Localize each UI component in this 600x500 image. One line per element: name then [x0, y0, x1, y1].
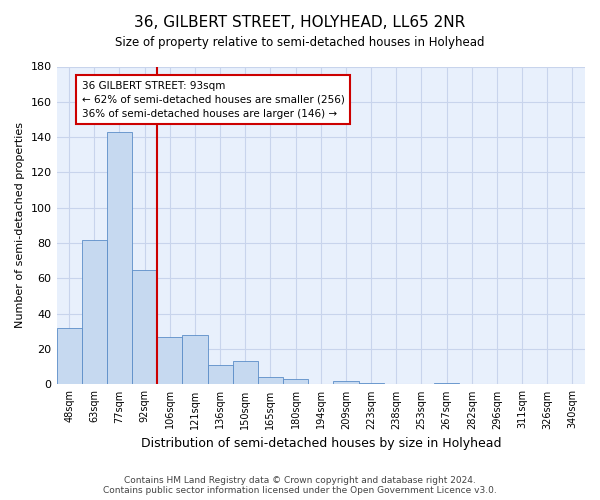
Bar — [132, 270, 157, 384]
Bar — [359, 382, 383, 384]
Bar — [107, 132, 132, 384]
Bar — [283, 379, 308, 384]
Bar — [208, 365, 233, 384]
Text: Contains HM Land Registry data © Crown copyright and database right 2024.
Contai: Contains HM Land Registry data © Crown c… — [103, 476, 497, 495]
Bar — [82, 240, 107, 384]
Bar — [434, 382, 459, 384]
Bar — [182, 335, 208, 384]
Text: 36, GILBERT STREET, HOLYHEAD, LL65 2NR: 36, GILBERT STREET, HOLYHEAD, LL65 2NR — [134, 15, 466, 30]
Bar — [334, 381, 359, 384]
Bar — [258, 378, 283, 384]
Bar — [56, 328, 82, 384]
Bar — [233, 362, 258, 384]
Text: Size of property relative to semi-detached houses in Holyhead: Size of property relative to semi-detach… — [115, 36, 485, 49]
Bar — [157, 336, 182, 384]
Text: 36 GILBERT STREET: 93sqm
← 62% of semi-detached houses are smaller (256)
36% of : 36 GILBERT STREET: 93sqm ← 62% of semi-d… — [82, 80, 344, 118]
X-axis label: Distribution of semi-detached houses by size in Holyhead: Distribution of semi-detached houses by … — [140, 437, 501, 450]
Y-axis label: Number of semi-detached properties: Number of semi-detached properties — [15, 122, 25, 328]
